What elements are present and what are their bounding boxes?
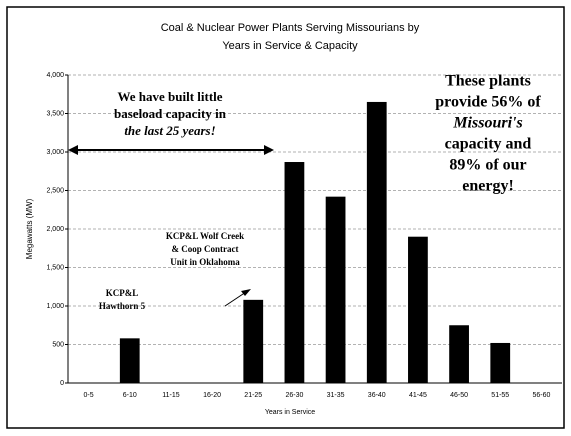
annotation: & Coop Contract bbox=[172, 244, 239, 254]
bar bbox=[325, 196, 346, 383]
annotation: the last 25 years! bbox=[124, 123, 215, 138]
x-tick-label: 51-55 bbox=[491, 392, 509, 399]
x-tick-label: 11-15 bbox=[162, 392, 179, 399]
bar bbox=[243, 299, 264, 383]
annotation: KCP&L bbox=[106, 288, 139, 298]
annotation: 89% of our bbox=[449, 157, 526, 174]
annotation: energy! bbox=[462, 178, 514, 195]
bar bbox=[490, 342, 511, 383]
arrow-head bbox=[264, 145, 274, 155]
y-tick-label: 4,000 bbox=[46, 72, 64, 79]
annotation: provide 56% of bbox=[435, 94, 541, 111]
annotation: KCP&L Wolf Creek bbox=[166, 231, 244, 241]
y-tick-label: 0 bbox=[60, 380, 64, 387]
annotation: Hawthorn 5 bbox=[99, 301, 146, 311]
annotation: baseload capacity in bbox=[114, 106, 227, 121]
y-tick-label: 1,000 bbox=[46, 303, 64, 310]
annotation: These plants bbox=[445, 73, 531, 90]
bar bbox=[449, 325, 469, 383]
x-tick-label: 21-25 bbox=[244, 392, 262, 399]
bar bbox=[119, 338, 140, 383]
annotation: capacity and bbox=[445, 136, 532, 153]
x-tick-label: 56-60 bbox=[532, 392, 550, 399]
x-tick-label: 16-20 bbox=[203, 392, 221, 399]
chart-title: Coal & Nuclear Power Plants Serving Miss… bbox=[161, 22, 420, 34]
x-axis-label: Years in Service bbox=[265, 409, 315, 416]
y-tick-label: 3,500 bbox=[46, 110, 64, 117]
x-tick-label: 0-5 bbox=[84, 392, 94, 399]
annotation: We have built little bbox=[117, 89, 222, 104]
bar bbox=[408, 236, 428, 383]
y-tick-label: 3,000 bbox=[46, 149, 64, 156]
y-tick-label: 500 bbox=[52, 341, 64, 348]
x-tick-label: 36-40 bbox=[368, 392, 386, 399]
bar bbox=[366, 101, 387, 383]
arrow bbox=[224, 291, 247, 307]
y-tick-label: 1,500 bbox=[46, 264, 64, 271]
annotation: Missouri's bbox=[452, 115, 522, 132]
y-tick-label: 2,500 bbox=[46, 187, 64, 194]
x-tick-label: 41-45 bbox=[409, 392, 427, 399]
x-tick-label: 46-50 bbox=[450, 392, 468, 399]
x-tick-label: 31-35 bbox=[327, 392, 345, 399]
x-tick-label: 26-30 bbox=[285, 392, 303, 399]
y-axis-label: Megawatts (MW) bbox=[25, 198, 34, 259]
arrow-head bbox=[68, 145, 78, 155]
annotation: Unit in Oklahoma bbox=[170, 257, 240, 267]
chart-title: Years in Service & Capacity bbox=[222, 40, 358, 52]
bar bbox=[284, 162, 305, 383]
x-tick-label: 6-10 bbox=[123, 392, 137, 399]
y-tick-label: 2,000 bbox=[46, 226, 64, 233]
arrow-head bbox=[241, 289, 251, 296]
